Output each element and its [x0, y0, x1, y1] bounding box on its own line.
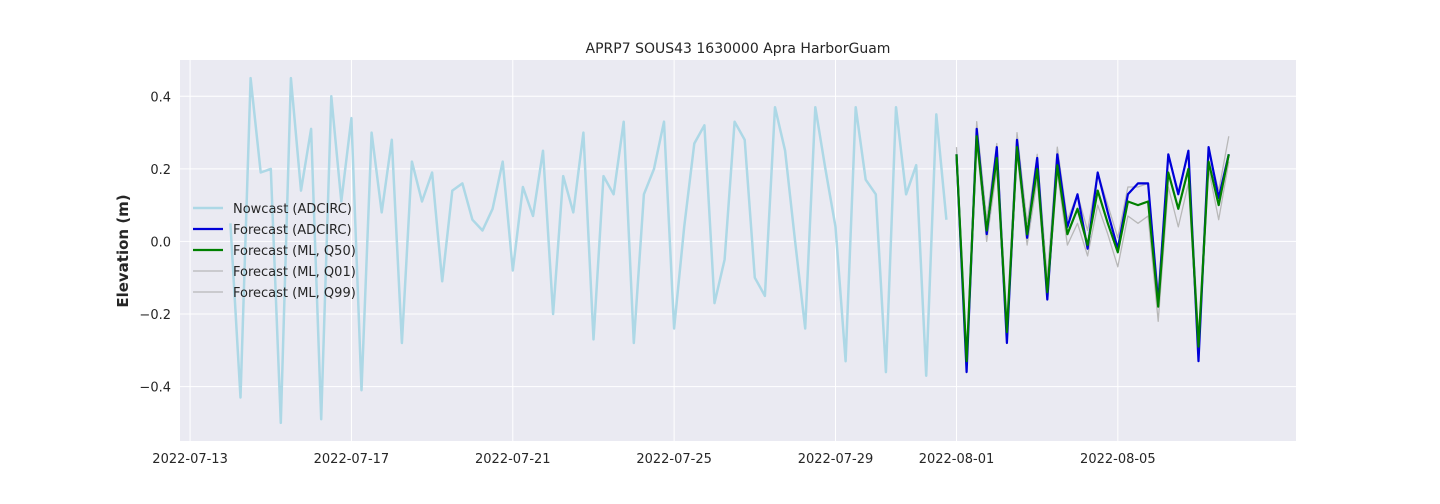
chart-title: APRP7 SOUS43 1630000 Apra HarborGuam: [586, 41, 891, 57]
x-axis-ticks: 2022-07-13 2022-07-17 2022-07-21 2022-07-25…: [152, 452, 1155, 467]
y-tick-label: 0.2: [150, 163, 171, 178]
series-layer: [229, 76, 1230, 425]
y-tick-label: −0.4: [139, 381, 171, 396]
y-tick-label: −0.2: [139, 308, 171, 323]
series-line-2: [955, 135, 1230, 363]
legend-label: Forecast (ML, Q99): [233, 286, 356, 301]
y-tick-label: 0.0: [150, 235, 171, 250]
x-tick-label: 2022-07-21: [475, 452, 551, 467]
x-tick-label: 2022-08-01: [919, 452, 995, 467]
legend: Nowcast (ADCIRC) Forecast (ADCIRC) Forecas…: [193, 202, 356, 301]
legend-label: Forecast (ML, Q50): [233, 244, 356, 259]
legend-label: Forecast (ADCIRC): [233, 223, 352, 238]
y-axis-ticks: −0.4 −0.2 0.0 0.2 0.4: [139, 90, 171, 395]
x-tick-label: 2022-08-05: [1080, 452, 1156, 467]
legend-label: Forecast (ML, Q01): [233, 265, 356, 280]
x-tick-label: 2022-07-29: [798, 452, 874, 467]
y-tick-label: 0.4: [150, 90, 171, 105]
x-tick-label: 2022-07-17: [314, 452, 390, 467]
x-tick-label: 2022-07-13: [152, 452, 228, 467]
y-axis-label: Elevation (m): [114, 194, 132, 307]
legend-label: Nowcast (ADCIRC): [233, 202, 352, 217]
series-line-0: [229, 76, 948, 425]
x-tick-label: 2022-07-25: [636, 452, 712, 467]
